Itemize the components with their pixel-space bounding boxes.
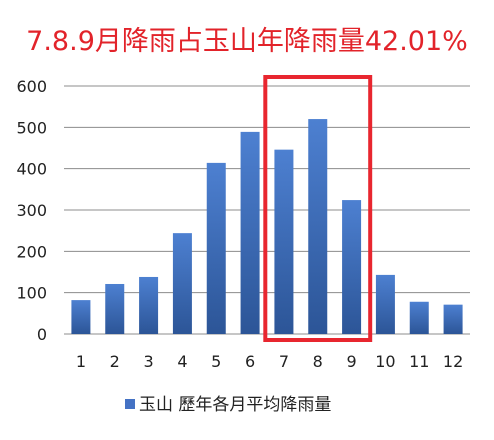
y-tick-label: 500	[16, 118, 47, 137]
y-tick-label: 400	[16, 160, 47, 179]
x-tick-label: 8	[313, 352, 323, 371]
legend-swatch	[125, 399, 135, 409]
bar-12	[443, 304, 463, 334]
x-tick-label: 9	[346, 352, 356, 371]
y-tick-label: 100	[16, 284, 47, 303]
y-tick-label: 0	[37, 325, 47, 344]
x-tick-label: 3	[143, 352, 153, 371]
highlight-box	[263, 75, 373, 342]
x-tick-label: 7	[279, 352, 289, 371]
bar-3	[139, 276, 159, 334]
x-tick-label: 5	[211, 352, 221, 371]
bar-6	[240, 131, 260, 334]
legend: 玉山 歷年各月平均降雨量	[125, 395, 331, 415]
bar-5	[206, 162, 226, 334]
legend-label: 玉山 歷年各月平均降雨量	[139, 395, 331, 415]
x-tick-label: 1	[76, 352, 86, 371]
bar-7	[274, 149, 294, 334]
y-axis: 0 100 200 300 400 500 600	[16, 77, 47, 344]
bar-9	[342, 200, 362, 334]
highlight-layer	[263, 75, 373, 342]
bar-1	[71, 300, 91, 334]
x-tick-label: 10	[375, 352, 395, 371]
y-tick-label: 600	[16, 77, 47, 96]
bar-8	[308, 119, 328, 334]
x-tick-label: 4	[177, 352, 187, 371]
bar-10	[375, 274, 395, 334]
bar-4	[172, 233, 192, 334]
x-tick-label: 6	[245, 352, 255, 371]
x-axis: 1 2 3 4 5 6 7 8 9 10 11 12	[76, 352, 463, 371]
bar-11	[409, 301, 429, 334]
y-tick-label: 200	[16, 242, 47, 261]
bar-2	[105, 283, 125, 334]
x-tick-label: 2	[110, 352, 120, 371]
y-tick-label: 300	[16, 201, 47, 220]
x-tick-label: 12	[443, 352, 463, 371]
chart-title: 7.8.9月降雨占玉山年降雨量42.01%	[26, 26, 468, 57]
x-tick-label: 11	[409, 352, 429, 371]
bars-layer	[71, 119, 463, 334]
